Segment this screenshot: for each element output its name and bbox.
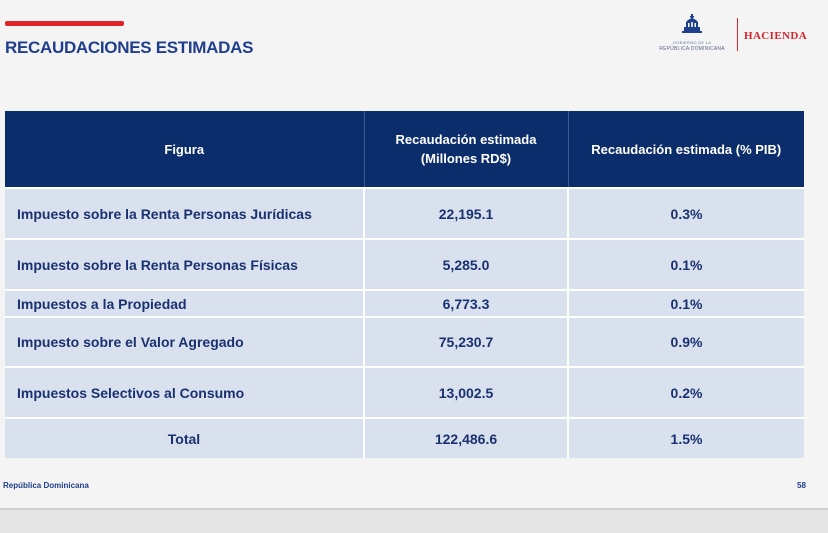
column-header-figura: Figura [5, 111, 365, 188]
cell-figura: Impuesto sobre la Renta Personas Jurídic… [5, 187, 365, 239]
cell-figura: Impuesto sobre la Renta Personas Físicas [5, 238, 365, 290]
column-header-pib: Recaudación estimada (% PIB) [568, 111, 804, 188]
cell-total-pib: 1.5% [568, 417, 804, 458]
table-row: Impuesto sobre el Valor Agregado 75,230.… [5, 316, 804, 367]
cell-pib: 0.9% [568, 316, 804, 367]
cell-pib: 0.1% [568, 238, 804, 290]
gov-line2: REPÚBLICA DOMINICANA [659, 46, 725, 52]
page-title: RECAUDACIONES ESTIMADAS [5, 38, 254, 57]
cell-millones: 5,285.0 [364, 238, 569, 290]
column-header-millones: Recaudación estimada (Millones RD$) [364, 111, 569, 188]
table-row: Impuesto sobre la Renta Personas Físicas… [5, 238, 804, 290]
cell-figura: Impuesto sobre el Valor Agregado [5, 316, 365, 367]
cell-millones: 75,230.7 [364, 316, 569, 367]
cell-pib: 0.2% [568, 366, 804, 418]
table-row: Impuestos Selectivos al Consumo 13,002.5… [5, 366, 804, 418]
table-row: Impuestos a la Propiedad 6,773.3 0.1% [5, 289, 804, 317]
cell-pib: 0.1% [568, 289, 804, 317]
column-header-millones-text: Recaudación estimada (Millones RD$) [395, 132, 537, 166]
slide: RECAUDACIONES ESTIMADAS GOBIERNO DE LA R… [3, 12, 812, 490]
table-header-row: Figura Recaudación estimada (Millones RD… [5, 111, 804, 188]
cell-figura: Impuestos a la Propiedad [5, 289, 365, 317]
cell-millones: 13,002.5 [364, 366, 569, 418]
footer-country: República Dominicana [3, 481, 89, 490]
dominican-republic-crest-icon [682, 14, 702, 33]
table-total-row: Total 122,486.6 1.5% [5, 417, 804, 458]
cell-total-label: Total [5, 417, 365, 458]
cell-figura: Impuestos Selectivos al Consumo [5, 366, 365, 418]
gov-line1: GOBIERNO DE LA [672, 40, 712, 45]
hacienda-logo: GOBIERNO DE LA REPÚBLICA DOMINICANA HACI… [652, 12, 812, 56]
recaudaciones-table: Figura Recaudación estimada (Millones RD… [5, 111, 804, 458]
logo-divider [737, 18, 738, 51]
table-row: Impuesto sobre la Renta Personas Jurídic… [5, 187, 804, 239]
cell-millones: 6,773.3 [364, 289, 569, 317]
cell-pib: 0.3% [568, 187, 804, 239]
hacienda-brand: HACIENDA [744, 30, 808, 42]
cell-millones: 22,195.1 [364, 187, 569, 239]
page-number: 58 [797, 481, 806, 490]
bottom-strip [0, 508, 828, 533]
accent-bar [5, 21, 124, 26]
cell-total-millones: 122,486.6 [364, 417, 569, 458]
